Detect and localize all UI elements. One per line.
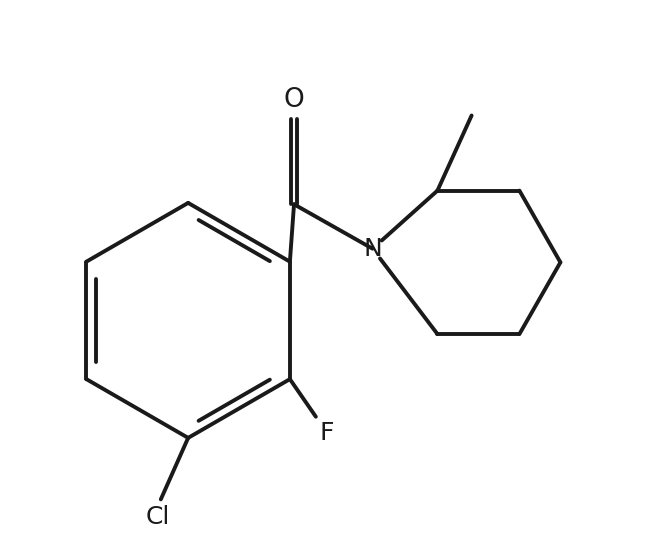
Text: F: F	[320, 422, 334, 445]
Text: O: O	[283, 87, 304, 113]
Text: N: N	[363, 237, 382, 261]
Text: Cl: Cl	[145, 505, 170, 529]
